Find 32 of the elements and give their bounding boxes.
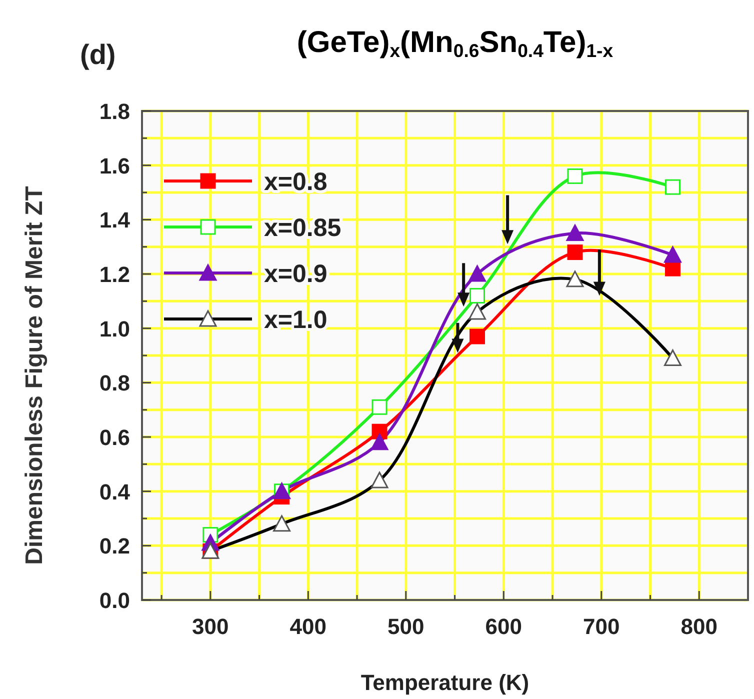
x-tick-label: 300 xyxy=(192,614,229,639)
point xyxy=(370,434,388,450)
point xyxy=(664,260,680,276)
x-tick-label: 400 xyxy=(290,614,327,639)
point xyxy=(664,179,680,195)
x-tick-label: 800 xyxy=(680,614,718,639)
point xyxy=(567,168,583,184)
point xyxy=(372,424,388,440)
point xyxy=(567,244,583,260)
y-tick-label: 1.8 xyxy=(99,99,130,124)
point xyxy=(664,246,682,263)
point xyxy=(566,224,584,241)
point xyxy=(468,265,486,282)
point xyxy=(470,328,486,344)
y-tick-label: 0.8 xyxy=(99,370,130,396)
y-tick-label: 1.4 xyxy=(99,208,131,233)
y-tick-label: 1.2 xyxy=(99,262,130,287)
y-tick-label: 0.0 xyxy=(99,588,130,613)
y-tick-label: 0.4 xyxy=(99,479,131,504)
y-tick-label: 1.6 xyxy=(99,153,130,178)
y-tick-label: 1.0 xyxy=(99,316,130,342)
y-tick-label: 0.6 xyxy=(99,425,130,450)
x-tick-label: 600 xyxy=(485,614,522,639)
x-axis-title: Temperature (K) xyxy=(360,670,530,695)
x-tick-label: 700 xyxy=(583,614,620,639)
y-axis-title: Dimensionless Figure of Merit ZT xyxy=(21,186,48,565)
text: (d) xyxy=(80,39,116,70)
point xyxy=(470,288,486,304)
x-tick-label: 500 xyxy=(388,614,424,639)
chart-title: (GeTe)$_{x}$(Mn$_{0.6}$Sn$_{0.4}$Te)$_{1-x}$ xyxy=(296,26,614,62)
y-tick-label: 0.2 xyxy=(99,534,130,559)
point xyxy=(372,399,388,415)
